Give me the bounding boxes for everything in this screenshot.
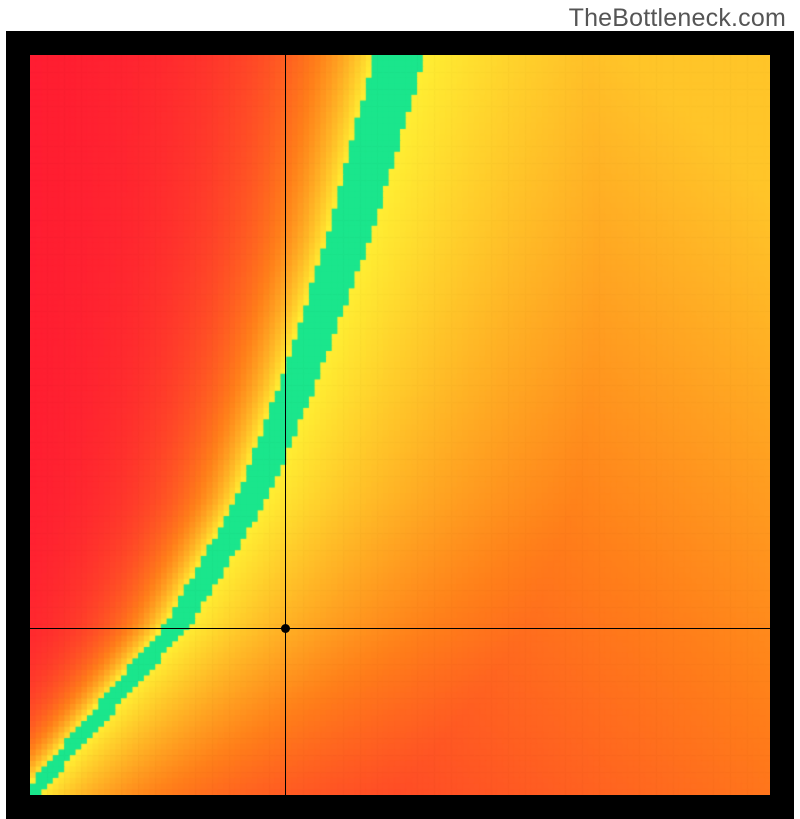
- heatmap-canvas: [30, 55, 770, 795]
- heatmap-area: [30, 55, 770, 795]
- crosshair-horizontal: [30, 628, 770, 629]
- crosshair-marker: [281, 624, 290, 633]
- crosshair-vertical: [285, 55, 286, 795]
- watermark-text: TheBottleneck.com: [569, 4, 786, 33]
- chart-container: TheBottleneck.com: [0, 0, 800, 800]
